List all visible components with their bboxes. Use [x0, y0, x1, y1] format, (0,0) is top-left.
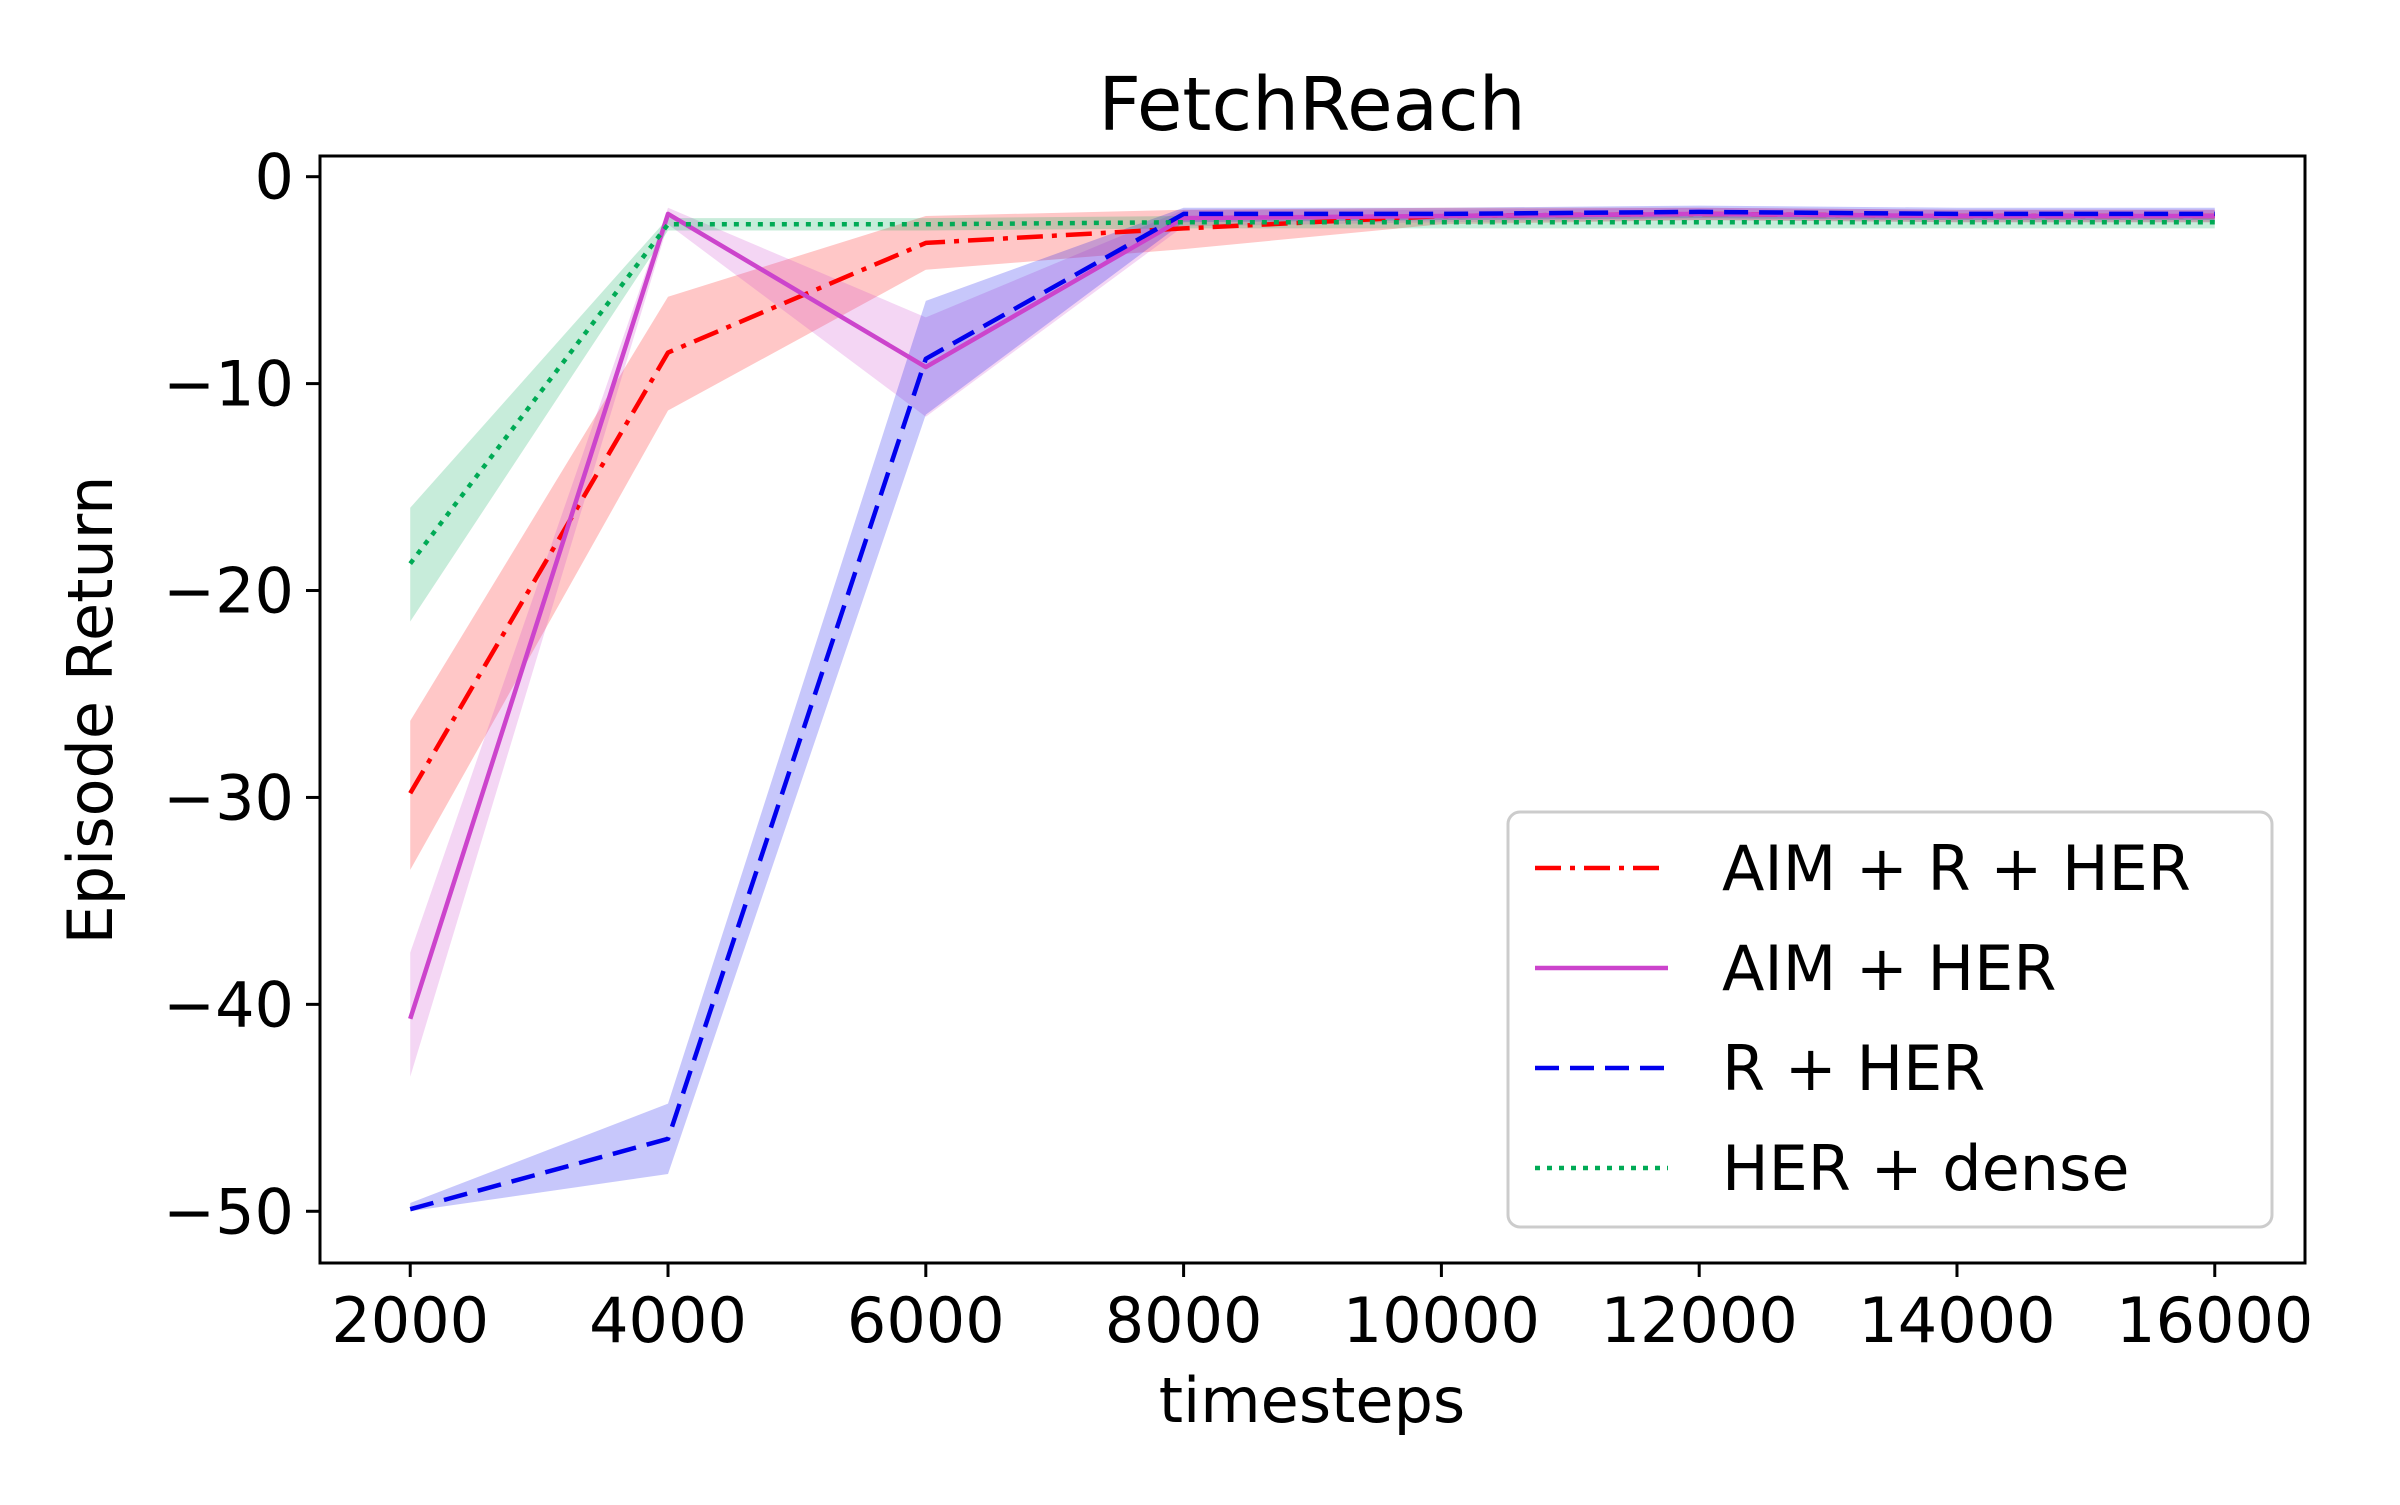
line-series-2	[409, 209, 2215, 1212]
y-tick-label: −30	[163, 761, 294, 834]
y-axis-label: Episode Return	[54, 476, 127, 945]
legend-label-2: R + HER	[1722, 1032, 1985, 1105]
y-tick-label: −20	[163, 555, 294, 628]
band-series-0	[410, 207, 2215, 870]
legend-box	[1506, 810, 2274, 1229]
series-lines	[408, 209, 2215, 1212]
band-series-3	[410, 216, 2215, 622]
y-tick-label: −40	[163, 968, 294, 1041]
plot-frame	[318, 154, 2307, 1265]
y-tick-label: −50	[163, 1175, 294, 1248]
y-axis-ticks: 0 −10 −20 −30 −40 −50	[163, 141, 320, 1248]
legend-label-3: HER + dense	[1722, 1132, 2129, 1205]
x-tick-label: 12000	[1601, 1284, 1798, 1357]
x-tick-label: 16000	[2116, 1284, 2313, 1357]
x-axis-ticks: 2000 4000 6000 8000 10000 12000 14000 16000	[331, 1263, 2313, 1357]
x-tick-label: 2000	[331, 1284, 489, 1357]
x-tick-label: 6000	[847, 1284, 1005, 1357]
x-tick-label: 8000	[1105, 1284, 1263, 1357]
legend-label-0: AIM + R + HER	[1722, 832, 2191, 905]
legend-label-1: AIM + HER	[1722, 932, 2056, 1005]
x-tick-label: 10000	[1343, 1284, 1540, 1357]
x-axis-label: timesteps	[1159, 1364, 1466, 1437]
y-tick-label: 0	[255, 141, 294, 214]
x-tick-label: 14000	[1858, 1284, 2055, 1357]
x-tick-label: 4000	[589, 1284, 747, 1357]
chart-title: FetchReach	[1098, 62, 1525, 148]
y-tick-label: −10	[163, 348, 294, 421]
line-series-3	[408, 219, 2215, 565]
legend: AIM + R + HER AIM + HER R + HER HER + dense	[1506, 810, 2274, 1229]
